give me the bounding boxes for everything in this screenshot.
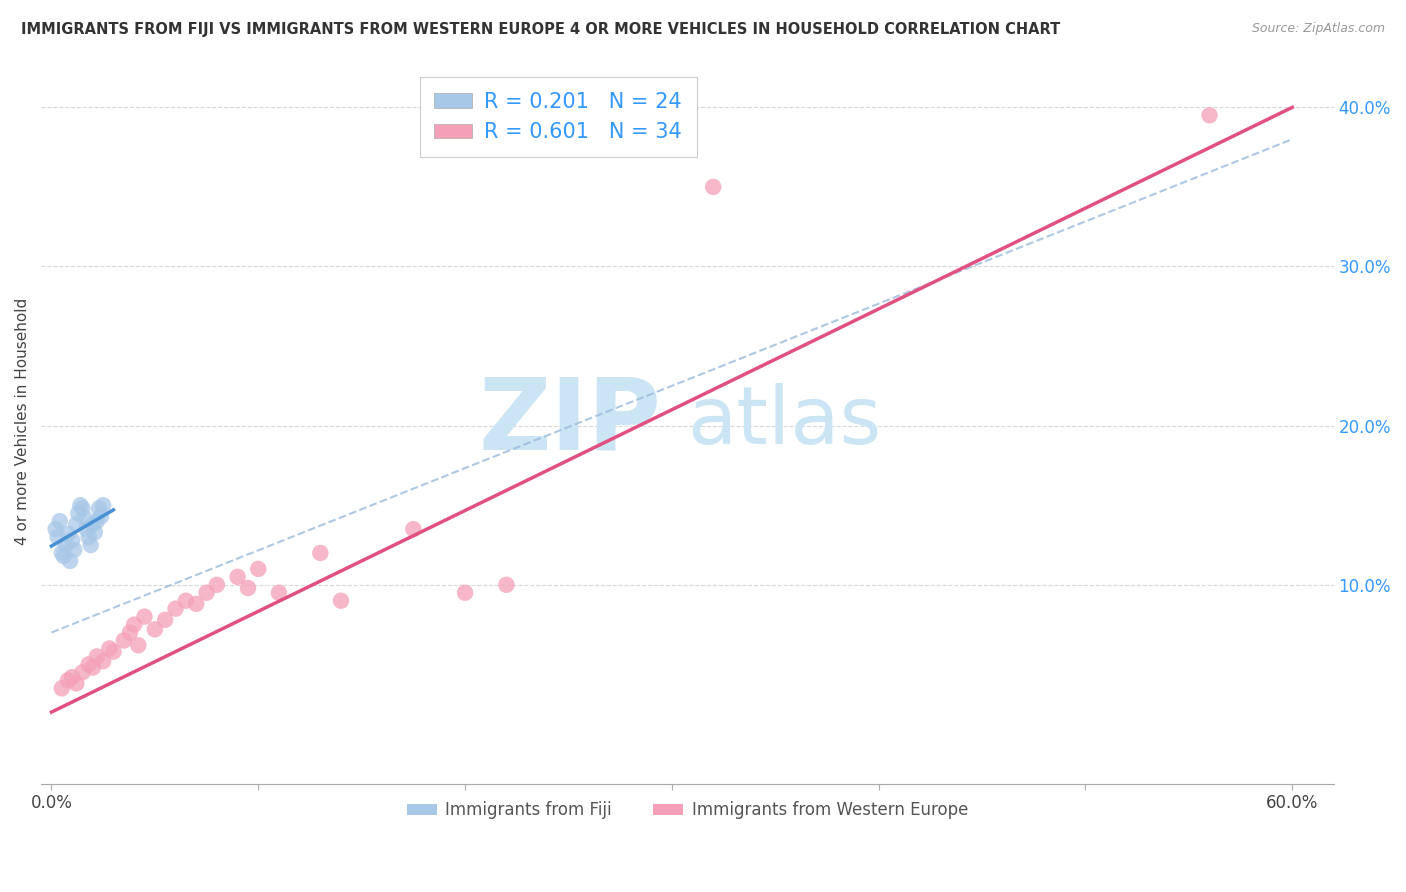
Point — [174, 593, 197, 607]
Point — [63, 542, 86, 557]
Point — [90, 509, 112, 524]
Point — [122, 617, 145, 632]
Point — [205, 578, 228, 592]
Point — [87, 501, 110, 516]
Point — [702, 180, 724, 194]
Point — [56, 527, 79, 541]
Point — [226, 570, 249, 584]
Point — [51, 681, 73, 696]
Point — [55, 538, 77, 552]
Point — [454, 586, 477, 600]
Point — [309, 546, 332, 560]
Point — [98, 641, 121, 656]
Point — [143, 623, 166, 637]
Point — [186, 597, 208, 611]
Point — [82, 660, 104, 674]
Point — [495, 578, 517, 592]
Point — [153, 613, 176, 627]
Point — [91, 498, 114, 512]
Point — [72, 501, 94, 516]
Point — [67, 506, 90, 520]
Point — [103, 645, 125, 659]
Point — [60, 533, 83, 548]
Point — [80, 538, 103, 552]
Point — [56, 673, 79, 688]
Point — [247, 562, 270, 576]
Point — [86, 514, 108, 528]
Point — [60, 670, 83, 684]
Point — [91, 654, 114, 668]
Point — [195, 586, 218, 600]
Point — [72, 665, 94, 680]
Point — [51, 546, 73, 560]
Point — [330, 593, 353, 607]
Text: IMMIGRANTS FROM FIJI VS IMMIGRANTS FROM WESTERN EUROPE 4 OR MORE VEHICLES IN HOU: IMMIGRANTS FROM FIJI VS IMMIGRANTS FROM … — [21, 22, 1060, 37]
Point — [83, 525, 105, 540]
Point — [118, 625, 141, 640]
Point — [236, 581, 259, 595]
Text: Source: ZipAtlas.com: Source: ZipAtlas.com — [1251, 22, 1385, 36]
Point — [77, 530, 100, 544]
Point — [1198, 108, 1220, 122]
Point — [127, 638, 149, 652]
Point — [45, 522, 67, 536]
Point — [267, 586, 290, 600]
Point — [48, 514, 70, 528]
Point — [82, 517, 104, 532]
Text: ZIP: ZIP — [478, 373, 662, 470]
Point — [69, 498, 91, 512]
Point — [134, 609, 156, 624]
Point — [46, 530, 69, 544]
Point — [59, 554, 82, 568]
Point — [112, 633, 135, 648]
Point — [165, 601, 187, 615]
Point — [65, 517, 87, 532]
Point — [86, 649, 108, 664]
Legend: Immigrants from Fiji, Immigrants from Western Europe: Immigrants from Fiji, Immigrants from We… — [401, 795, 974, 826]
Point — [73, 511, 96, 525]
Point — [402, 522, 425, 536]
Point — [76, 522, 98, 536]
Point — [52, 549, 75, 563]
Point — [77, 657, 100, 672]
Point — [65, 676, 87, 690]
Y-axis label: 4 or more Vehicles in Household: 4 or more Vehicles in Household — [15, 298, 30, 545]
Text: atlas: atlas — [688, 383, 882, 460]
